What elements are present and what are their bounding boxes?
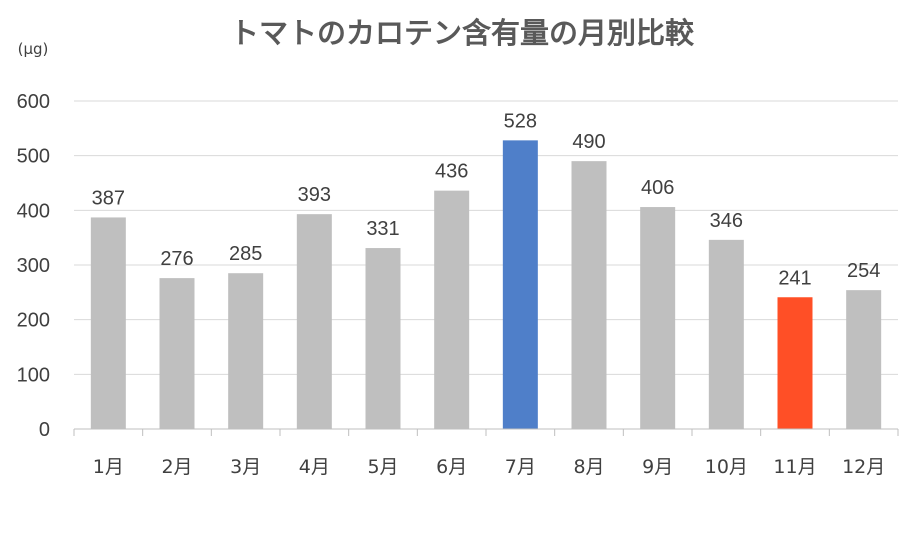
data-label-7月: 528	[504, 110, 537, 132]
data-label-9月: 406	[641, 177, 674, 199]
gridlines	[74, 100, 898, 375]
y-axis-ticks: 0 100 200 300 400 500 600	[17, 91, 50, 441]
x-tick-label: 9月	[642, 456, 673, 478]
x-tick-label: 12月	[842, 456, 885, 478]
y-tick-label: 500	[17, 146, 50, 168]
data-label-10月: 346	[710, 210, 743, 232]
data-label-12月: 254	[847, 260, 880, 282]
x-axis-ticks: 1月 2月 3月 4月 5月 6月 7月 8月 9月 10月 11月 12月	[93, 456, 885, 478]
data-label-8月: 490	[572, 131, 605, 153]
data-labels: 387 276 285 393 331 436 528 490 406 346 241 254	[92, 110, 881, 289]
bars	[90, 140, 882, 430]
x-tick-label: 10月	[705, 456, 748, 478]
x-tick-label: 3月	[230, 456, 261, 478]
bar-2月	[159, 278, 195, 429]
x-axis	[73, 428, 899, 436]
x-tick-label: 8月	[573, 456, 604, 478]
y-tick-label: 600	[17, 91, 50, 113]
x-tick-label: 4月	[299, 456, 330, 478]
y-tick-label: 300	[17, 255, 50, 277]
bar-9月	[640, 207, 676, 429]
data-label-6月: 436	[435, 161, 468, 183]
bar-3月	[228, 273, 264, 429]
y-tick-label: 100	[17, 364, 50, 386]
x-tick-label: 5月	[367, 456, 398, 478]
data-label-3月: 285	[229, 243, 262, 265]
x-tick-label: 1月	[93, 456, 124, 478]
y-unit-label: (μg)	[18, 40, 49, 58]
bar-7月	[502, 140, 538, 430]
data-label-5月: 331	[366, 218, 399, 240]
data-label-1月: 387	[92, 187, 125, 209]
bar-11月	[777, 297, 813, 429]
chart-title: トマトのカロテン含有量の月別比較	[230, 16, 695, 50]
bar-5月	[365, 248, 401, 429]
data-label-11月: 241	[778, 267, 811, 289]
x-tick-label: 6月	[436, 456, 467, 478]
bar-4月	[296, 214, 332, 429]
y-tick-label: 0	[39, 419, 50, 441]
data-label-2月: 276	[160, 248, 193, 270]
bar-8月	[571, 161, 607, 429]
y-tick-label: 200	[17, 310, 50, 332]
data-label-4月: 393	[298, 184, 331, 206]
y-tick-label: 400	[17, 200, 50, 222]
x-tick-label: 11月	[773, 456, 816, 478]
bar-12月	[846, 290, 882, 429]
x-tick-label: 2月	[161, 456, 192, 478]
bar-10月	[708, 239, 744, 429]
x-tick-label: 7月	[505, 456, 536, 478]
bar-6月	[434, 190, 470, 429]
bar-1月	[90, 217, 126, 429]
